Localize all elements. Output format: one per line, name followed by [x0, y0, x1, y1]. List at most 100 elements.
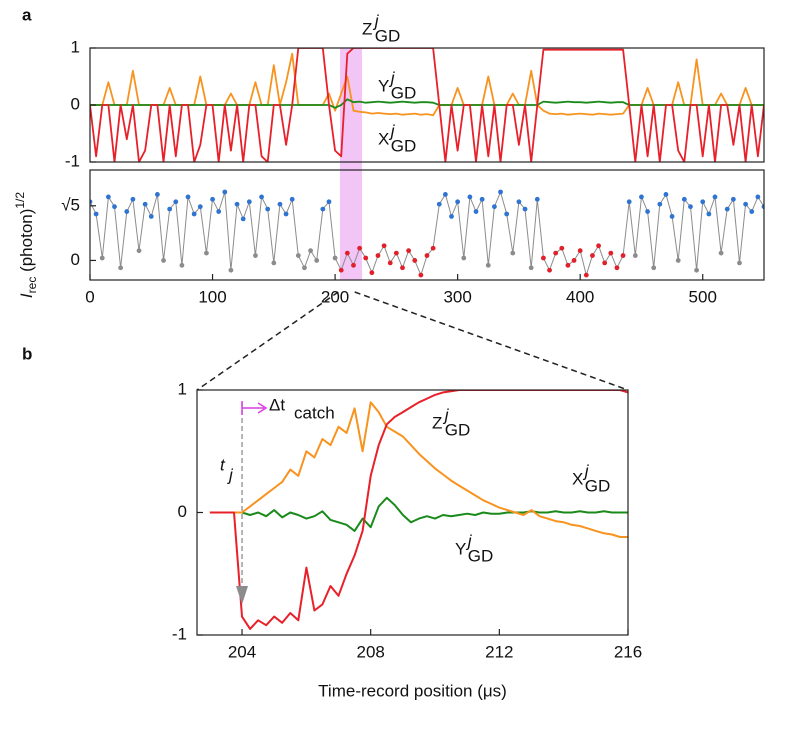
- point: [498, 189, 503, 195]
- point: [553, 250, 559, 256]
- x-tick-label: 0: [85, 287, 94, 306]
- point: [167, 206, 173, 212]
- point: [583, 272, 589, 278]
- point: [749, 209, 755, 214]
- y-tick-label: 1: [178, 379, 187, 398]
- label-sub: GD: [375, 26, 401, 45]
- point: [351, 262, 356, 268]
- y-tick-label: √5: [61, 195, 80, 214]
- point: [473, 209, 479, 214]
- point: [608, 250, 614, 256]
- point: [289, 196, 295, 202]
- point: [197, 204, 203, 210]
- y-label-main: I: [17, 293, 36, 298]
- point: [326, 199, 332, 205]
- point: [571, 258, 577, 263]
- point: [620, 253, 626, 258]
- point: [295, 253, 301, 258]
- point: [755, 194, 761, 200]
- point: [393, 250, 399, 256]
- point: [675, 258, 681, 263]
- point: [645, 209, 650, 214]
- series-line: [209, 401, 628, 538]
- point: [271, 260, 277, 266]
- point: [651, 265, 657, 271]
- plot-area: [209, 390, 628, 630]
- label-main: X: [378, 129, 389, 148]
- point: [216, 209, 222, 214]
- x-tick-label: 300: [443, 287, 471, 306]
- point: [590, 253, 595, 258]
- point: [93, 211, 99, 217]
- point: [559, 245, 565, 251]
- point: [338, 267, 344, 273]
- point: [504, 211, 510, 217]
- point: [614, 265, 620, 271]
- point: [406, 248, 412, 254]
- point: [99, 255, 105, 261]
- frame: [89, 47, 765, 163]
- point: [302, 265, 307, 271]
- point: [320, 206, 326, 212]
- label-main: X: [572, 469, 583, 488]
- label-sub: GD: [445, 420, 471, 439]
- point: [730, 196, 736, 202]
- label-main: Y: [378, 76, 389, 95]
- plot-area: [90, 48, 764, 162]
- point: [669, 214, 675, 219]
- point: [412, 258, 418, 263]
- y-tick-label: 0: [178, 502, 187, 521]
- point: [161, 258, 166, 263]
- point: [124, 209, 130, 214]
- label-main: Z: [362, 19, 372, 38]
- label-sub: GD: [468, 546, 494, 565]
- panel-label: b: [22, 344, 32, 363]
- x-tick-label: 216: [614, 642, 642, 661]
- y-tick-label: 1: [71, 37, 80, 56]
- point: [724, 206, 730, 212]
- label-sup: j: [389, 68, 396, 87]
- point: [492, 204, 497, 210]
- series-line: [90, 48, 764, 162]
- point: [234, 201, 240, 207]
- frame: [196, 389, 629, 636]
- point: [228, 267, 234, 273]
- trace-line: [90, 190, 764, 277]
- series-line: [209, 496, 628, 532]
- y-tick-label: 0: [71, 250, 80, 269]
- point: [387, 260, 393, 266]
- x-tick-label: 204: [228, 642, 256, 661]
- point: [522, 206, 528, 212]
- annotation-main: t: [220, 455, 226, 474]
- point: [528, 265, 534, 271]
- point: [639, 194, 644, 200]
- point: [332, 255, 338, 261]
- label-main: Z: [432, 413, 442, 432]
- plot-area: [90, 189, 764, 278]
- point: [663, 192, 669, 197]
- point: [657, 201, 663, 207]
- y-tick-label: 0: [71, 94, 80, 113]
- point: [136, 248, 142, 254]
- point: [191, 211, 197, 217]
- label-sub: GD: [391, 136, 417, 155]
- event-arrow: [236, 586, 249, 605]
- point: [577, 248, 583, 254]
- point: [277, 201, 283, 207]
- y-label-sup: 1/2: [13, 192, 27, 209]
- point: [436, 201, 442, 207]
- point: [363, 255, 369, 261]
- label-sub: GD: [585, 476, 611, 495]
- point: [743, 201, 749, 207]
- point: [467, 194, 473, 200]
- point: [424, 253, 430, 258]
- point: [737, 260, 742, 266]
- point: [222, 189, 228, 195]
- point: [381, 243, 387, 249]
- point: [688, 204, 693, 210]
- point: [105, 194, 111, 200]
- point: [314, 258, 320, 263]
- highlight-band: [339, 48, 363, 280]
